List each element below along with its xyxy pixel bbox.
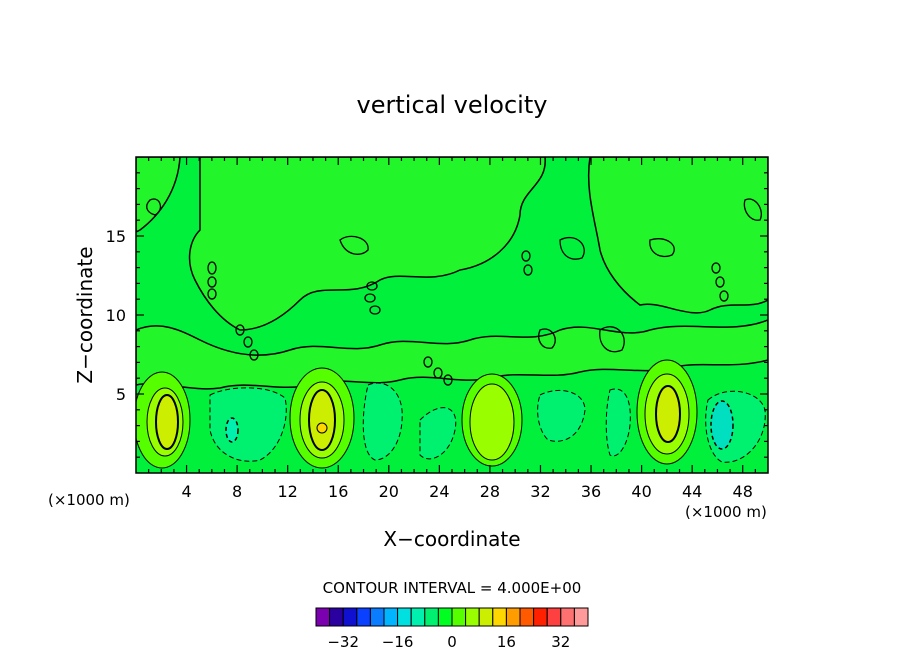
- x-tick-label: 40: [631, 482, 651, 501]
- colorbar-swatch: [533, 607, 548, 627]
- x-tick-label: 44: [682, 482, 702, 501]
- x-tick-label: 20: [379, 482, 399, 501]
- colorbar-tick-label: −16: [382, 633, 414, 651]
- x-tick-labels: 4 8 12 16 20 24 28 32 36 40 44 48: [181, 482, 752, 501]
- colorbar-swatch: [410, 607, 426, 627]
- colorbar-swatch: [519, 607, 535, 627]
- colorbar-swatch: [356, 607, 371, 627]
- downdraft-cell-4: [705, 390, 766, 463]
- y-tick-label: 15: [106, 227, 126, 246]
- colorbar-tick-label: −32: [327, 633, 359, 651]
- colorbar-swatch: [329, 607, 344, 627]
- x-tick-label: 12: [278, 482, 298, 501]
- colorbar-swatch: [437, 607, 453, 627]
- field-region-upper-3: [587, 157, 768, 314]
- field-region-upper: [136, 157, 181, 233]
- y-axis-label: Z−coordinate: [73, 246, 97, 383]
- plot-area: [136, 157, 768, 473]
- colorbar-swatch: [424, 607, 439, 627]
- colorbar-swatch: [315, 607, 331, 627]
- x-unit-label: (×1000 m): [685, 503, 767, 521]
- colorbar-swatch: [478, 607, 494, 627]
- downdraft-cell-1: [209, 387, 287, 462]
- y-tick-label: 5: [116, 385, 126, 404]
- x-tick-label: 8: [232, 482, 242, 501]
- updraft-cell-2: [289, 367, 355, 469]
- y-tick-label: 10: [106, 306, 126, 325]
- x-tick-label: 48: [733, 482, 753, 501]
- colorbar-tick-label: 32: [551, 633, 570, 651]
- updraft-cell-3: [461, 373, 523, 467]
- y-tick-labels: 5 10 15: [106, 227, 126, 404]
- colorbar-swatch: [451, 607, 467, 627]
- z-unit-label: (×1000 m): [48, 491, 130, 509]
- colorbar-swatch: [560, 607, 575, 627]
- contour-interval-text: CONTOUR INTERVAL = 4.000E+00: [323, 579, 582, 597]
- updraft-cell-1: [136, 371, 191, 469]
- x-tick-label: 24: [429, 482, 449, 501]
- updraft-cell-4: [636, 359, 698, 465]
- x-tick-label: 36: [581, 482, 601, 501]
- colorbar-swatch: [342, 607, 358, 627]
- chart-title: vertical velocity: [357, 91, 548, 119]
- colorbar-swatch: [546, 607, 562, 627]
- x-axis-label: X−coordinate: [383, 527, 520, 551]
- x-tick-label: 32: [530, 482, 550, 501]
- axis-ticks: [136, 157, 768, 473]
- x-tick-label: 28: [480, 482, 500, 501]
- colorbar-swatch: [492, 607, 507, 627]
- colorbar: [315, 607, 589, 627]
- downdraft-cell-2: [362, 382, 457, 461]
- colorbar-swatch: [397, 607, 412, 627]
- colorbar-swatch: [383, 607, 399, 627]
- colorbar-swatch: [573, 607, 589, 627]
- downdraft-cell-3: [537, 388, 631, 457]
- x-tick-label: 16: [328, 482, 348, 501]
- colorbar-swatch: [369, 607, 385, 627]
- colorbar-swatch: [505, 607, 521, 627]
- colorbar-tick-label: 0: [447, 633, 457, 651]
- x-tick-label: 4: [181, 482, 191, 501]
- colorbar-tick-label: 16: [497, 633, 516, 651]
- colorbar-labels: −32 −16 0 16 32: [327, 633, 570, 651]
- colorbar-swatch: [465, 607, 480, 627]
- small-contours: [146, 198, 762, 386]
